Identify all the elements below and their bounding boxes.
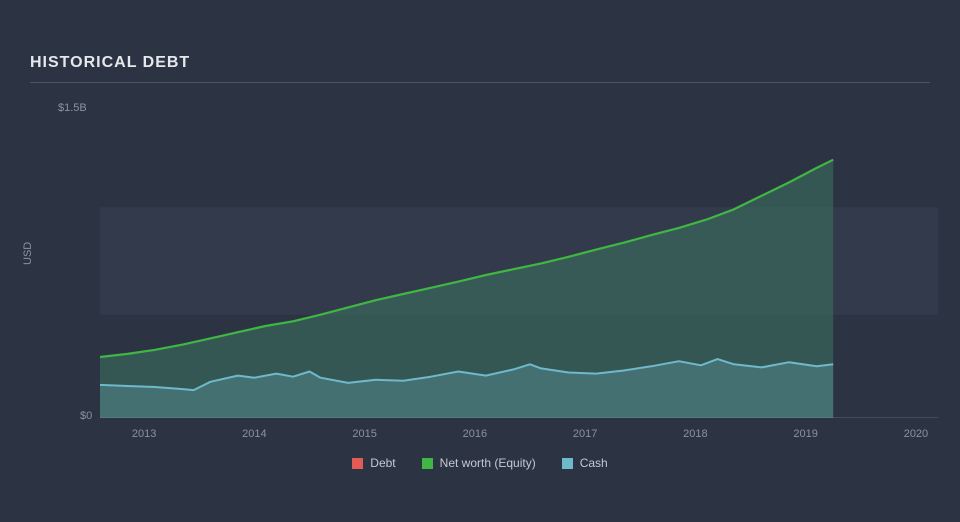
legend-swatch (562, 458, 573, 469)
x-tick-2013: 2013 (132, 428, 156, 440)
y-tick-min: $0 (80, 410, 92, 422)
x-tick-2019: 2019 (793, 428, 817, 440)
x-tick-2014: 2014 (242, 428, 266, 440)
y-axis-label: USD (22, 242, 34, 265)
chart-plot (100, 108, 938, 418)
chart-title: HISTORICAL DEBT (30, 54, 190, 71)
legend-swatch (422, 458, 433, 469)
chart-container: HISTORICAL DEBT USD $1.5B $0 2013 2014 201… (0, 0, 960, 522)
title-block: HISTORICAL DEBT (30, 54, 930, 83)
legend-label: Net worth (Equity) (440, 456, 536, 470)
legend-item-debt: Debt (352, 456, 395, 470)
x-tick-2017: 2017 (573, 428, 597, 440)
legend: Debt Net worth (Equity) Cash (0, 456, 960, 470)
x-tick-2020: 2020 (904, 428, 928, 440)
y-tick-max: $1.5B (58, 102, 87, 114)
legend-swatch (352, 458, 363, 469)
x-tick-2016: 2016 (463, 428, 487, 440)
x-tick-2018: 2018 (683, 428, 707, 440)
legend-item-net-worth-equity-: Net worth (Equity) (422, 456, 536, 470)
x-tick-2015: 2015 (352, 428, 376, 440)
legend-label: Debt (370, 456, 395, 470)
legend-item-cash: Cash (562, 456, 608, 470)
legend-label: Cash (580, 456, 608, 470)
